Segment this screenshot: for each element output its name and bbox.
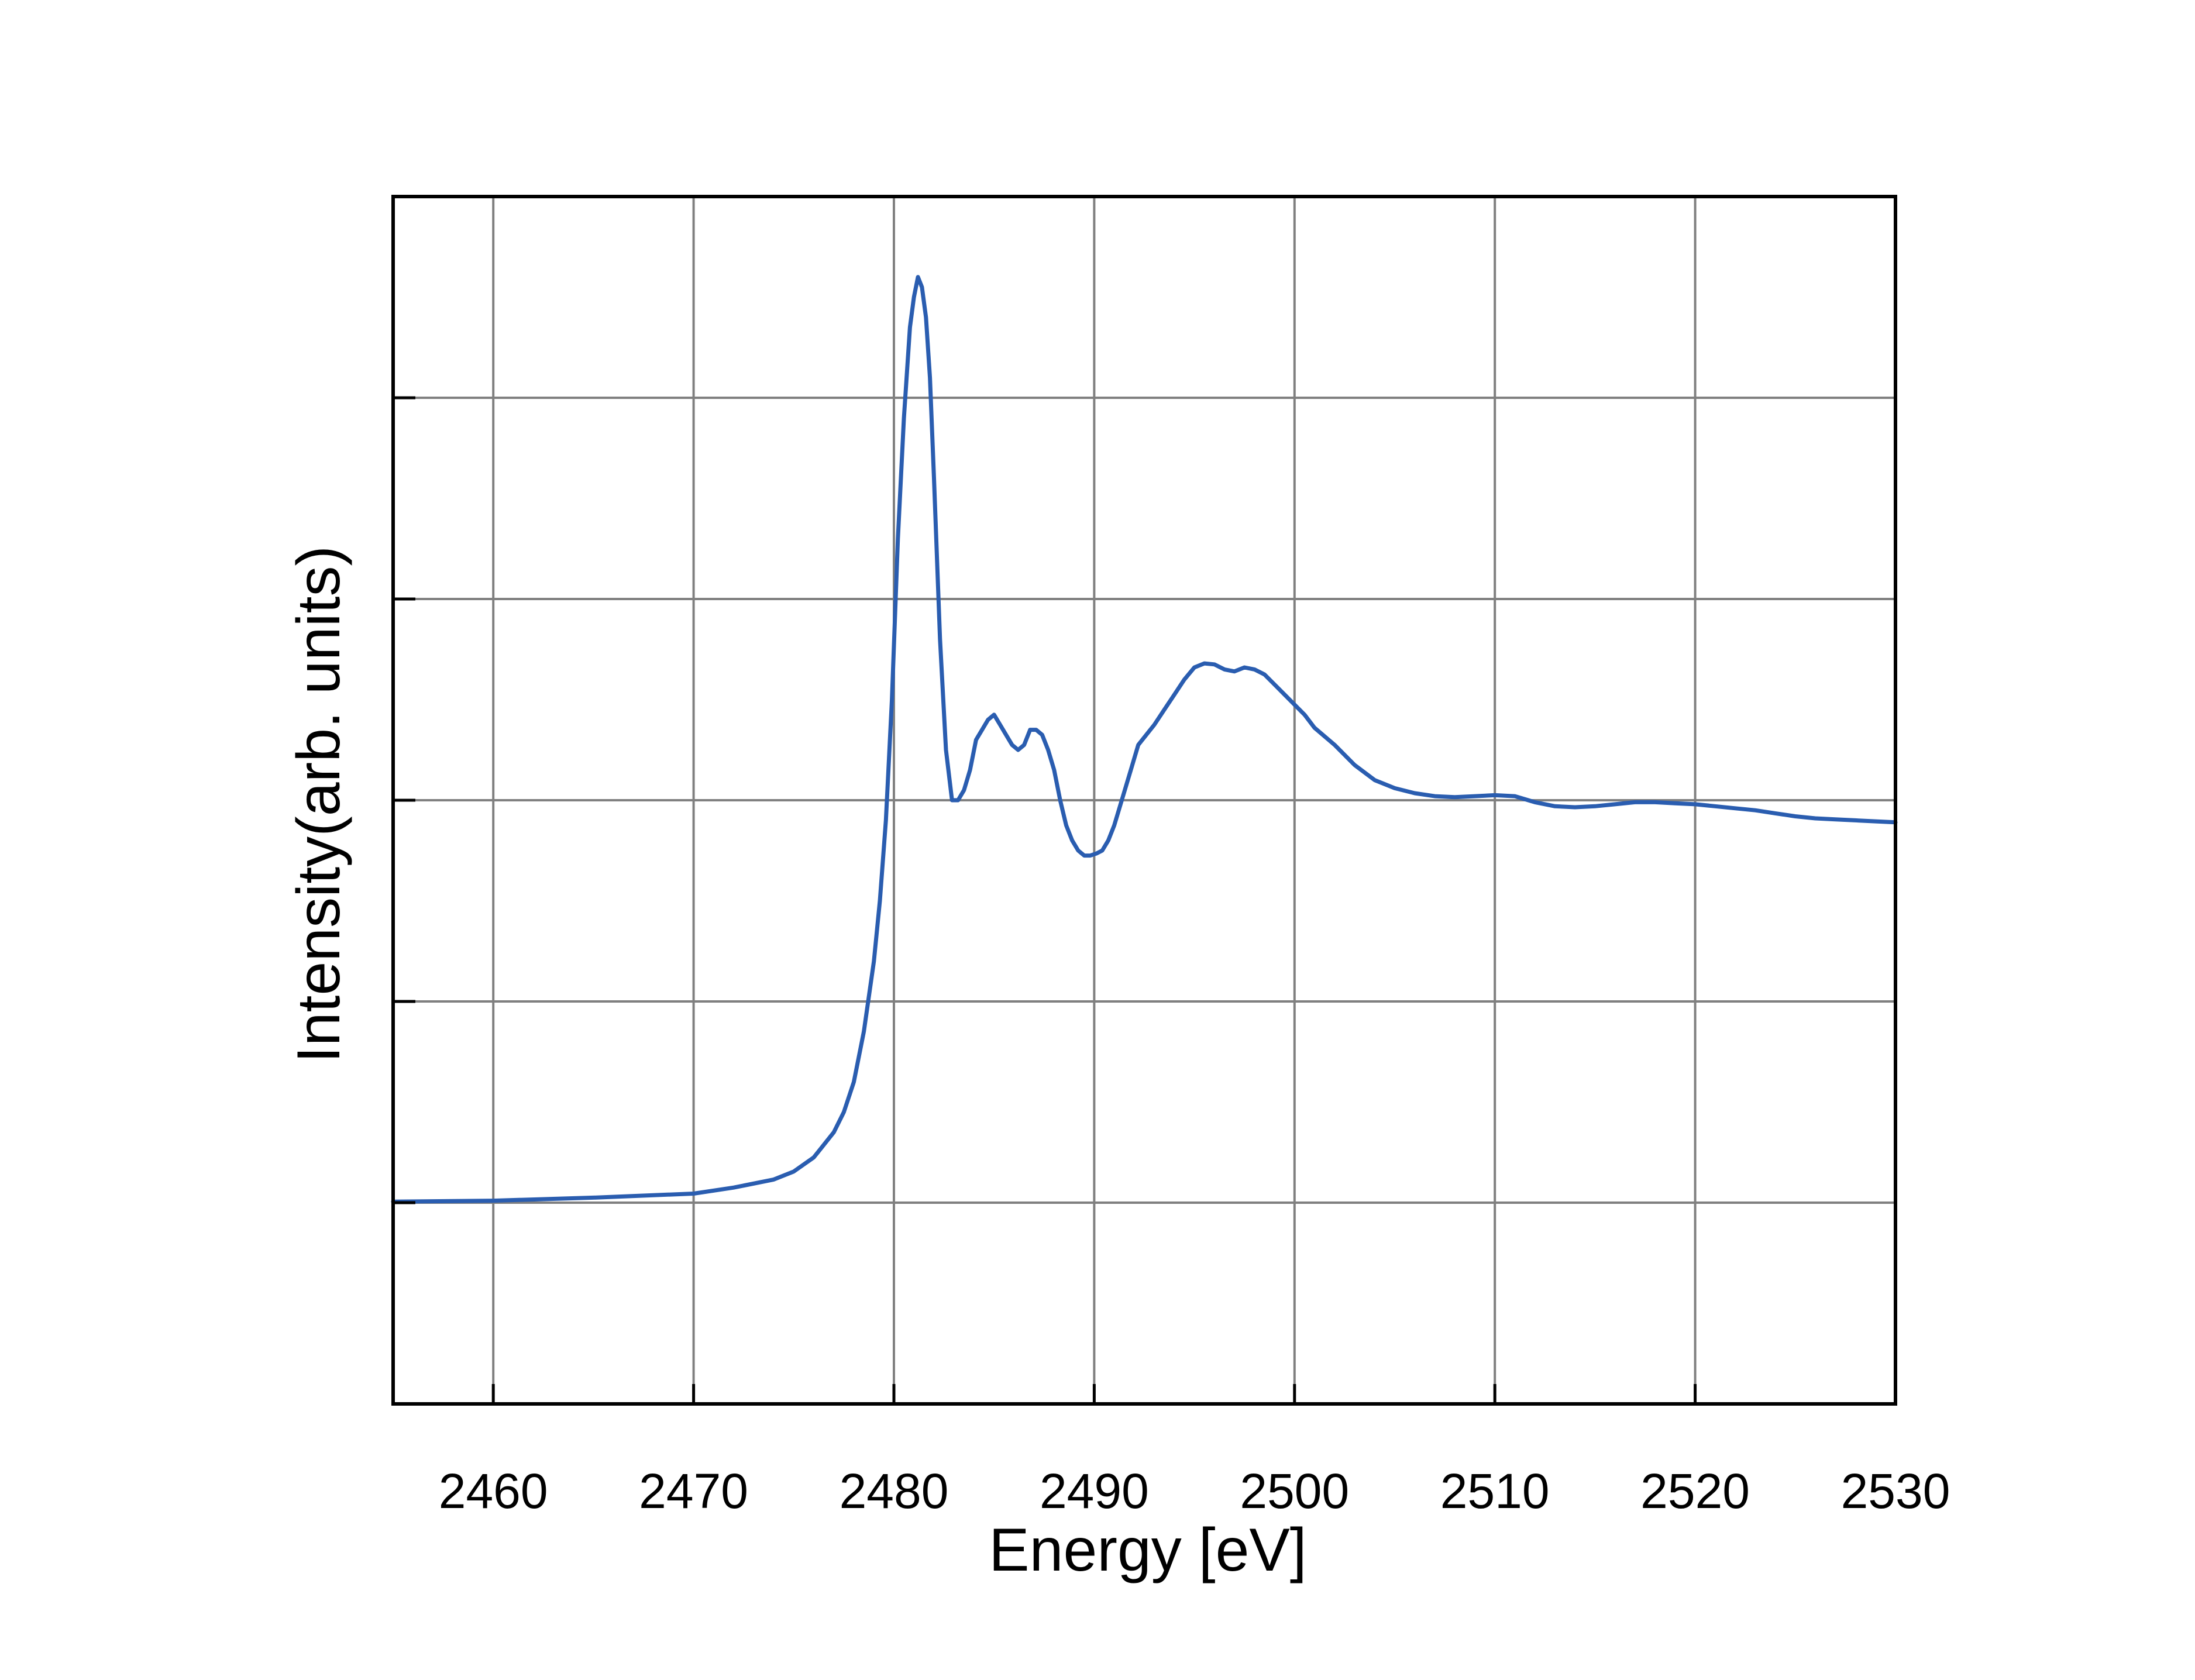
series-line bbox=[391, 275, 1898, 1204]
x-tick-label: 2460 bbox=[439, 1464, 548, 1519]
x-tick-label: 2520 bbox=[1640, 1464, 1750, 1519]
x-axis-title: Energy [eV] bbox=[989, 1516, 1306, 1584]
x-tick-label: 2510 bbox=[1440, 1464, 1550, 1519]
x-tick-labels: 2460 2470 2480 2490 2500 2510 2520 2530 bbox=[439, 1464, 1950, 1519]
x-tick-label: 2490 bbox=[1040, 1464, 1149, 1519]
x-tick-label: 2470 bbox=[639, 1464, 748, 1519]
x-tick-label: 2480 bbox=[840, 1464, 949, 1519]
tick-marks bbox=[393, 396, 1897, 1404]
y-axis-title: Intensity(arb. units) bbox=[285, 546, 353, 1063]
x-tick-label: 2530 bbox=[1841, 1464, 1950, 1519]
x-tick-label: 2500 bbox=[1240, 1464, 1349, 1519]
series-layer bbox=[391, 275, 1898, 1204]
